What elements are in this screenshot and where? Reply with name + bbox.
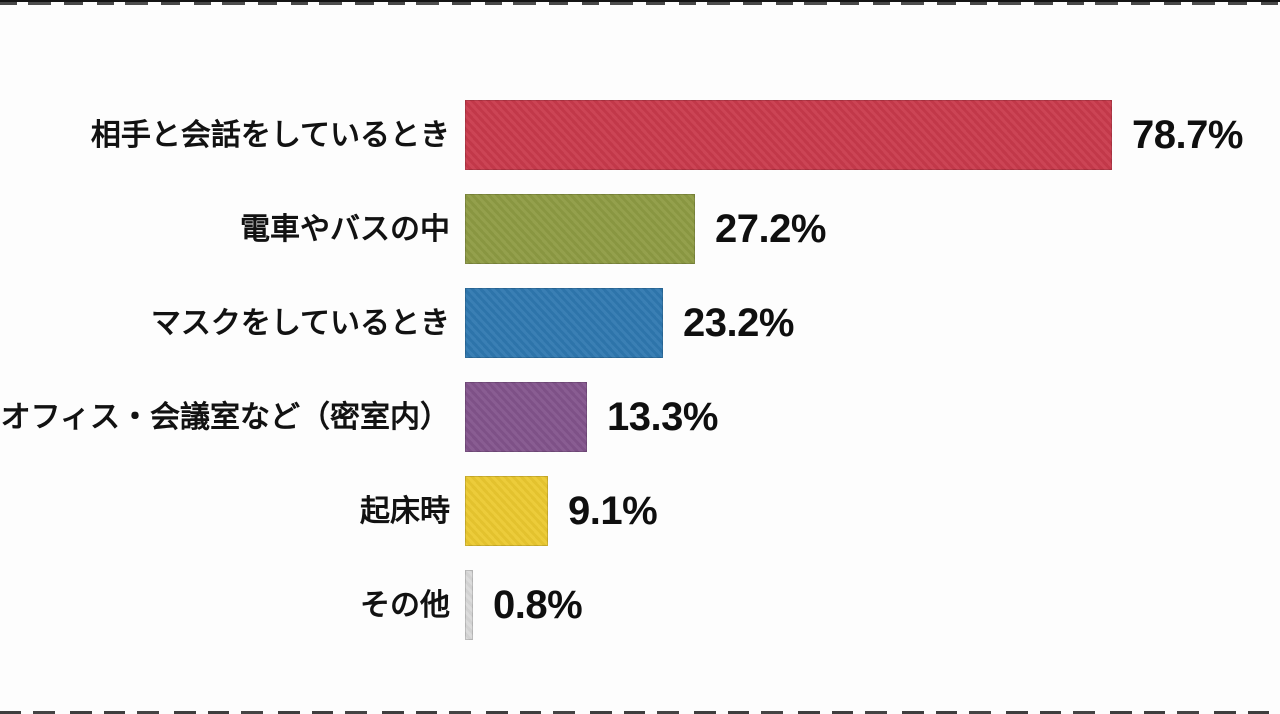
value-label: 13.3% xyxy=(607,394,718,439)
top-edge-artifact-dashes xyxy=(0,2,1280,5)
top-edge-artifact xyxy=(0,0,1280,2)
bar xyxy=(465,100,1112,170)
category-label: その他 xyxy=(360,588,450,622)
bar xyxy=(465,288,663,358)
bottom-edge-artifact xyxy=(0,711,1280,714)
bar xyxy=(465,194,695,264)
bar xyxy=(465,382,587,452)
value-label: 27.2% xyxy=(715,206,826,251)
chart-row: 電車やバスの中 27.2% xyxy=(0,194,1280,264)
bar xyxy=(465,570,473,640)
value-label: 78.7% xyxy=(1132,112,1243,157)
category-label: オフィス・会議室など（密室内） xyxy=(0,400,450,434)
category-label: 相手と会話をしているとき xyxy=(90,118,450,152)
value-label: 23.2% xyxy=(683,300,794,345)
chart-row: マスクをしているとき 23.2% xyxy=(0,288,1280,358)
chart-row: オフィス・会議室など（密室内） 13.3% xyxy=(0,382,1280,452)
category-label: 電車やバスの中 xyxy=(240,212,450,246)
bar xyxy=(465,476,548,546)
chart-row: 相手と会話をしているとき 78.7% xyxy=(0,100,1280,170)
value-label: 9.1% xyxy=(568,488,658,533)
value-label: 0.8% xyxy=(493,582,583,627)
category-label: 起床時 xyxy=(360,494,450,528)
chart-row: 起床時 9.1% xyxy=(0,476,1280,546)
category-label: マスクをしているとき xyxy=(150,306,450,340)
chart-row: その他 0.8% xyxy=(0,570,1280,640)
